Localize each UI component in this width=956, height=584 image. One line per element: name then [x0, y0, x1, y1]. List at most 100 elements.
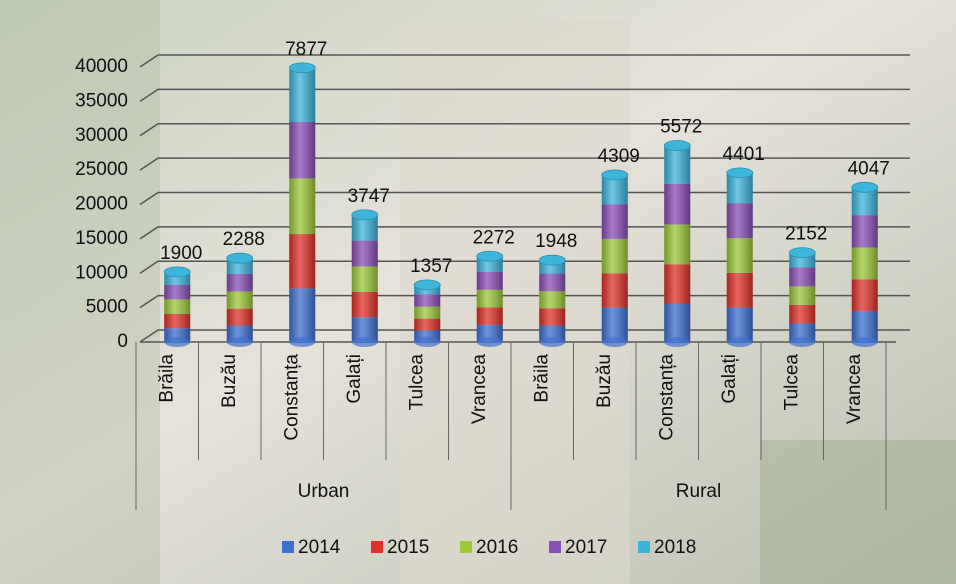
bar-base: [726, 337, 753, 347]
bar-shading: [726, 203, 753, 239]
bar-shading: [851, 215, 878, 248]
legend-swatch: [638, 541, 650, 553]
bar-shading: [664, 264, 691, 304]
x-tick-label: Buzău: [219, 354, 240, 408]
y-tick-label: 35000: [75, 90, 128, 111]
group-label: Urban: [298, 481, 350, 502]
y-tick-label: 0: [117, 331, 128, 352]
bar-shading: [414, 306, 441, 319]
data-label: 5572: [660, 117, 702, 138]
bar-shading: [289, 234, 316, 289]
data-label: 2272: [473, 227, 515, 248]
bar-shading: [851, 279, 878, 312]
data-label: 1900: [160, 243, 202, 264]
data-label: 2288: [223, 229, 265, 250]
x-tick-label: Constanța: [656, 354, 677, 441]
background-tree: [760, 440, 956, 584]
bar-shading: [476, 271, 503, 290]
bar-cap: [851, 181, 879, 193]
bar-shading: [789, 267, 816, 287]
bar-cap: [476, 250, 504, 262]
data-label: 4047: [848, 158, 890, 179]
x-tick-label: Constanța: [281, 354, 302, 441]
bar-base: [664, 337, 691, 347]
legend-swatch: [460, 541, 472, 553]
x-tick-label: Vrancea: [469, 354, 490, 424]
bar-shading: [539, 308, 566, 326]
bar-shading: [851, 247, 878, 280]
bar-shading: [289, 67, 316, 122]
bar-shading: [414, 294, 441, 307]
legend-label: 2017: [565, 537, 607, 558]
bar-shading: [601, 204, 628, 239]
bar-cap: [413, 279, 441, 291]
bar-cap: [726, 167, 754, 179]
bar-cap: [288, 62, 316, 74]
data-label: 4401: [723, 144, 765, 165]
bar-cap: [788, 247, 816, 259]
grid-line: [139, 54, 910, 68]
bar-shading: [851, 311, 878, 342]
legend-label: 2016: [476, 537, 518, 558]
bar-shading: [414, 318, 441, 331]
bar-shading: [226, 273, 253, 292]
bar-shading: [476, 289, 503, 308]
bar-base: [414, 337, 441, 347]
grid-line: [139, 260, 910, 274]
bar-shading: [664, 224, 691, 265]
bar-shading: [664, 303, 691, 342]
x-tick-label: Brăila: [531, 354, 552, 403]
x-tick-label: Vrancea: [844, 354, 865, 424]
grid-line: [139, 123, 910, 137]
bar-shading: [164, 299, 191, 314]
bar-shading: [664, 145, 691, 184]
x-tick-label: Galați: [344, 354, 365, 404]
background-tree: [0, 0, 160, 584]
bar-shading: [351, 291, 378, 318]
bar-cap: [163, 266, 191, 278]
bar-shading: [664, 183, 691, 225]
x-tick-label: Tulcea: [406, 354, 427, 411]
y-tick-label: 30000: [75, 125, 128, 146]
bar-shading: [226, 291, 253, 309]
bar-shading: [351, 266, 378, 292]
bar-shading: [726, 272, 753, 308]
bar-shading: [289, 122, 316, 179]
data-label: 4309: [598, 146, 640, 167]
legend-swatch: [371, 541, 383, 553]
bar-base: [539, 337, 566, 347]
bar-base: [164, 337, 191, 347]
bar-shading: [226, 308, 253, 326]
data-label: 1357: [410, 256, 452, 277]
grid-line: [139, 88, 910, 102]
bar-base: [289, 337, 316, 347]
bar-base: [851, 337, 878, 347]
bar-shading: [726, 238, 753, 273]
legend-swatch: [282, 541, 294, 553]
bar-shading: [726, 307, 753, 342]
bar-shading: [789, 323, 816, 342]
y-tick-label: 15000: [75, 228, 128, 249]
bar-cap: [351, 209, 379, 221]
bar-cap: [538, 254, 566, 266]
data-label: 2152: [785, 224, 827, 245]
x-tick-label: Buzău: [594, 354, 615, 408]
data-label: 7877: [285, 39, 327, 60]
y-tick-label: 5000: [86, 297, 128, 318]
bar-shading: [289, 178, 316, 235]
bar-base: [789, 337, 816, 347]
legend-label: 2014: [298, 537, 341, 558]
y-tick-label: 20000: [75, 194, 128, 215]
grid-line: [139, 157, 910, 171]
bar-shading: [601, 273, 628, 308]
legend-label: 2018: [654, 537, 696, 558]
bar-shading: [789, 286, 816, 305]
x-tick-label: Galați: [719, 354, 740, 404]
bar-shading: [539, 291, 566, 309]
x-tick-label: Brăila: [156, 354, 177, 403]
data-label: 1948: [535, 231, 577, 252]
bar-shading: [601, 307, 628, 342]
bar-cap: [601, 169, 629, 181]
data-label: 3747: [348, 186, 390, 207]
